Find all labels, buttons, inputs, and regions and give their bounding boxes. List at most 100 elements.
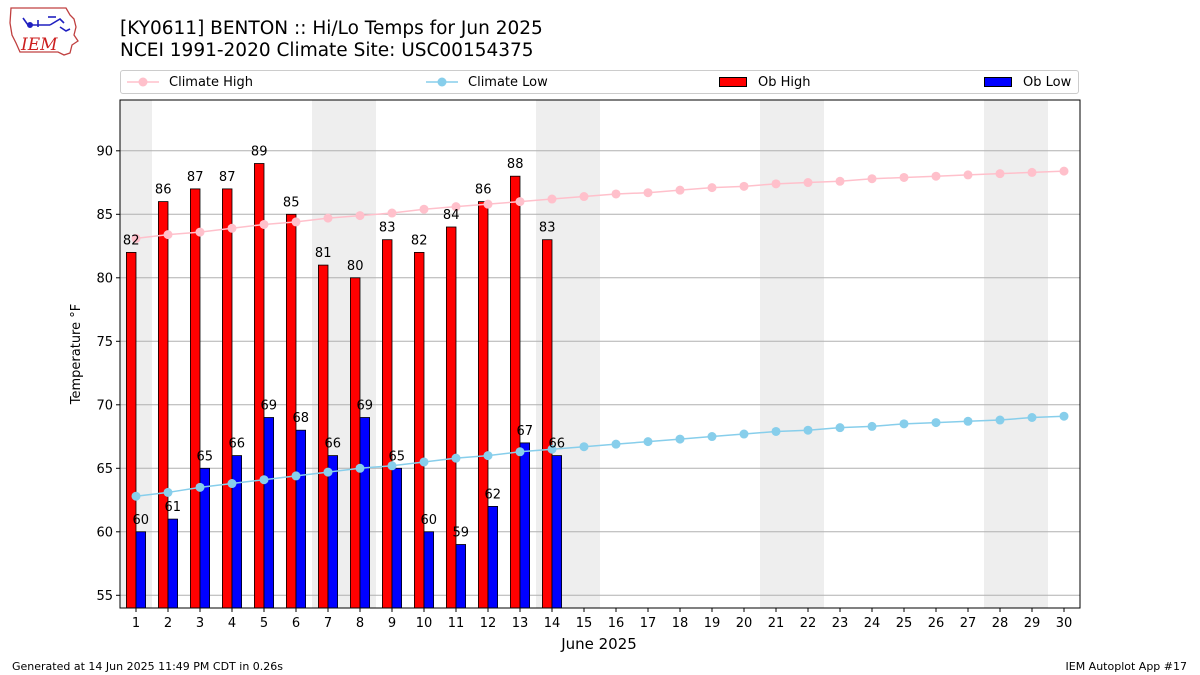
climate-high-point xyxy=(611,189,621,199)
ob-low-bar xyxy=(327,455,339,609)
ob-high-bar xyxy=(477,201,489,609)
ob-high-value-label: 87 xyxy=(187,170,204,185)
y-axis-label: Temperature °F xyxy=(69,304,84,405)
climate-high-point xyxy=(835,176,845,186)
climate-high-point xyxy=(323,213,333,223)
x-tick-label: 23 xyxy=(832,616,849,631)
ob-high-value-label: 86 xyxy=(155,183,172,198)
ob-low-bar xyxy=(263,417,275,609)
climate-low-point xyxy=(771,426,781,436)
climate-low-line xyxy=(135,415,1065,497)
logo-text: IEM xyxy=(20,35,58,55)
x-tick-label: 29 xyxy=(1024,616,1041,631)
x-tick-label: 25 xyxy=(896,616,913,631)
ob-low-value-label: 67 xyxy=(517,424,534,439)
climate-high-point xyxy=(771,179,781,189)
legend-climate-low-label: Climate Low xyxy=(468,74,548,90)
ob-high-bar xyxy=(413,251,425,609)
x-tick-label: 30 xyxy=(1056,616,1073,631)
climate-low-point xyxy=(387,461,397,471)
ob-high-value-label: 81 xyxy=(315,246,332,261)
y-tick-label: 60 xyxy=(96,525,113,540)
x-tick-label: 21 xyxy=(768,616,785,631)
climate-high-point xyxy=(355,211,365,221)
ob-high-value-label: 80 xyxy=(347,259,364,274)
chart-subtitle: NCEI 1991-2020 Climate Site: USC00154375 xyxy=(120,40,534,61)
ob-high-value-label: 83 xyxy=(539,221,556,236)
legend-climate-low: Climate Low xyxy=(426,71,548,93)
ob-high-bar xyxy=(381,239,393,609)
climate-low-point xyxy=(291,471,301,481)
legend-ob-low: Ob Low xyxy=(984,71,1071,93)
ob-high-bar xyxy=(445,226,457,609)
ob-high-bar xyxy=(221,188,233,609)
climate-high-point xyxy=(195,227,205,237)
climate-high-point xyxy=(291,217,301,227)
climate-low-point xyxy=(643,437,653,447)
y-tick-label: 75 xyxy=(96,335,113,350)
climate-high-point xyxy=(483,199,493,209)
climate-low-point xyxy=(835,423,845,433)
ob-low-bar xyxy=(519,442,531,609)
climate-high-point xyxy=(867,174,877,184)
x-tick-label: 5 xyxy=(260,616,268,631)
iem-logo: IEM xyxy=(8,5,80,59)
climate-low-point xyxy=(931,418,941,428)
climate-low-point xyxy=(1027,413,1037,422)
climate-low-point xyxy=(483,451,493,461)
ob-high-value-label: 83 xyxy=(379,221,396,236)
ob-low-value-label: 65 xyxy=(389,449,406,464)
x-tick-label: 12 xyxy=(480,616,497,631)
ob-high-bar xyxy=(189,188,201,609)
climate-low-point xyxy=(195,482,205,492)
x-tick-label: 20 xyxy=(736,616,753,631)
climate-high-point xyxy=(259,219,269,229)
ob-low-value-label: 69 xyxy=(261,399,278,414)
y-tick-label: 80 xyxy=(96,271,113,286)
ob-high-value-label: 84 xyxy=(443,208,460,223)
x-axis-label: June 2025 xyxy=(560,635,637,653)
legend-climate-high: Climate High xyxy=(127,71,253,93)
x-tick-label: 15 xyxy=(576,616,593,631)
climate-high-point xyxy=(963,170,973,180)
x-tick-label: 26 xyxy=(928,616,945,631)
ob-low-swatch-icon xyxy=(984,77,1012,87)
ob-low-value-label: 66 xyxy=(229,437,246,452)
ob-low-value-label: 62 xyxy=(485,487,502,502)
footer-app: IEM Autoplot App #17 xyxy=(1065,660,1188,673)
ob-high-bar xyxy=(349,277,361,609)
x-tick-label: 22 xyxy=(800,616,817,631)
climate-high-point xyxy=(739,181,749,191)
footer-generated: Generated at 14 Jun 2025 11:49 PM CDT in… xyxy=(12,660,284,673)
climate-low-point xyxy=(803,425,813,435)
ob-high-bar xyxy=(253,163,265,609)
y-tick-label: 85 xyxy=(96,208,113,223)
y-tick-label: 55 xyxy=(96,589,113,604)
ob-low-bar xyxy=(167,518,179,609)
chart-title: [KY0611] BENTON :: Hi/Lo Temps for Jun 2… xyxy=(120,18,543,39)
climate-high-point xyxy=(803,178,813,188)
climate-high-point xyxy=(899,172,909,182)
ob-low-value-label: 61 xyxy=(165,500,182,515)
y-tick-label: 90 xyxy=(96,144,113,159)
climate-high-line xyxy=(135,170,1065,240)
climate-low-point xyxy=(547,444,557,454)
climate-high-point xyxy=(227,223,237,233)
climate-high-point xyxy=(451,202,461,212)
y-tick-label: 70 xyxy=(96,398,113,413)
ob-low-value-label: 59 xyxy=(453,526,470,541)
chart-legend: Climate High Climate Low Ob High Ob Low xyxy=(120,70,1079,94)
x-tick-label: 17 xyxy=(640,616,657,631)
ob-low-bar xyxy=(423,531,435,609)
x-tick-label: 19 xyxy=(704,616,721,631)
ob-low-value-label: 65 xyxy=(197,449,214,464)
climate-low-point xyxy=(451,453,461,463)
ob-low-bar xyxy=(551,455,563,609)
climate-low-point xyxy=(963,416,973,426)
climate-low-point xyxy=(739,429,749,439)
ob-low-value-label: 69 xyxy=(357,399,374,414)
climate-low-point xyxy=(579,442,589,452)
climate-high-point xyxy=(131,233,141,243)
x-tick-label: 10 xyxy=(416,616,433,631)
ob-low-bar xyxy=(231,455,243,609)
